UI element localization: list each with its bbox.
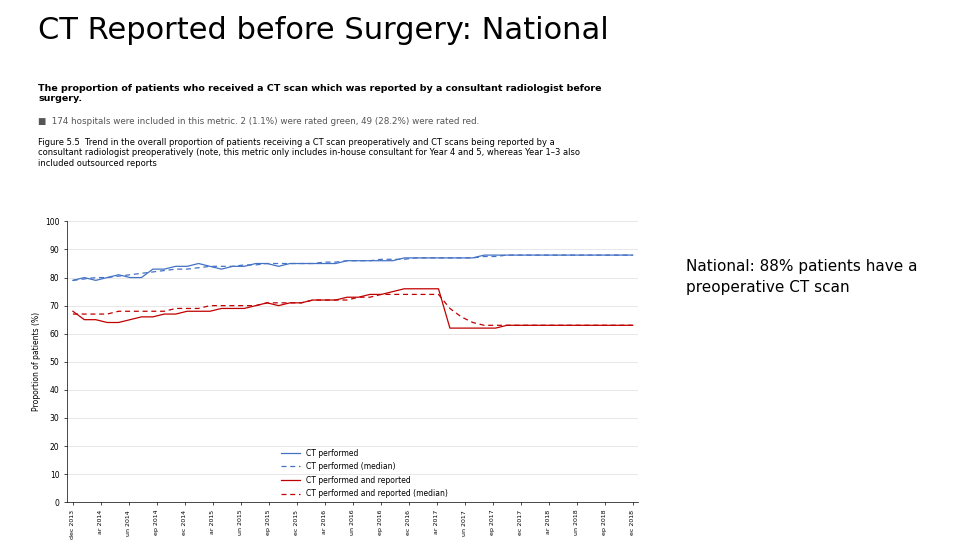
Text: Figure 5.5  Trend in the overall proportion of patients receiving a CT scan preo: Figure 5.5 Trend in the overall proporti… bbox=[38, 138, 581, 167]
Text: NELA: NELA bbox=[738, 29, 870, 72]
Text: The proportion of patients who received a CT scan which was reported by a consul: The proportion of patients who received … bbox=[38, 84, 602, 103]
Text: National Emergency: National Emergency bbox=[736, 89, 872, 102]
Legend: CT performed, CT performed (median), CT performed and reported, CT performed and: CT performed, CT performed (median), CT … bbox=[280, 449, 447, 498]
Text: National: 88% patients have a
preoperative CT scan: National: 88% patients have a preoperati… bbox=[686, 259, 918, 295]
Text: CT Reported before Surgery: National: CT Reported before Surgery: National bbox=[38, 16, 610, 45]
Text: ■  174 hospitals were included in this metric. 2 (1.1%) were rated green, 49 (28: ■ 174 hospitals were included in this me… bbox=[38, 117, 480, 126]
Text: Laparotomy Audit: Laparotomy Audit bbox=[745, 109, 863, 122]
Y-axis label: Proportion of patients (%): Proportion of patients (%) bbox=[32, 312, 41, 411]
